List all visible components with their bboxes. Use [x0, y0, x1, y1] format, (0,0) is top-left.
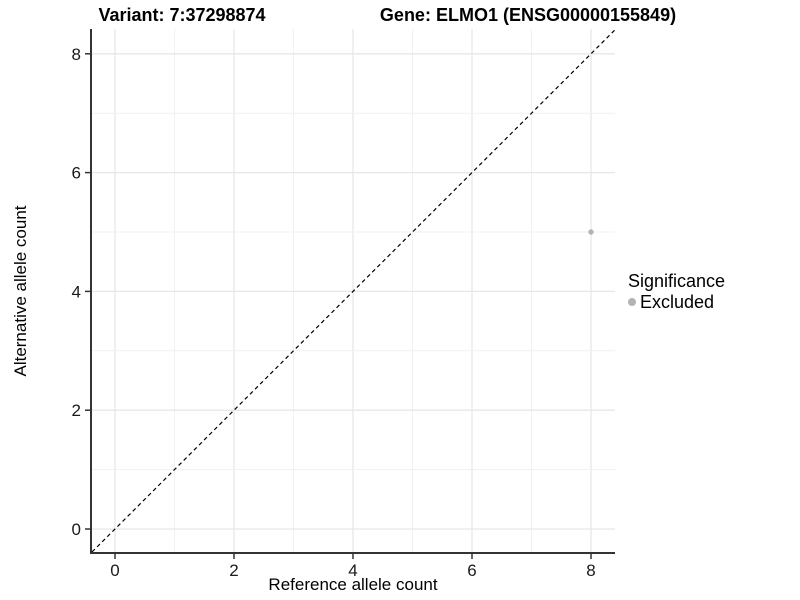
y-tick-label: 2: [72, 401, 81, 420]
y-tick-label: 8: [72, 45, 81, 64]
identity-dashed-line: [91, 29, 616, 553]
y-tick-label: 4: [72, 282, 81, 301]
x-tick-label: 2: [229, 561, 238, 580]
x-tick-label: 4: [348, 561, 357, 580]
data-point-excluded: [588, 229, 594, 235]
legend-item-excluded: Excluded: [628, 293, 725, 311]
x-tick-label: 6: [467, 561, 476, 580]
legend: Significance Excluded: [628, 272, 725, 311]
legend-title: Significance: [628, 271, 726, 291]
legend-item-label: Excluded: [640, 292, 715, 312]
x-axis-title: Reference allele count: [268, 575, 438, 594]
plot-title-variant: Variant: 7:37298874: [98, 5, 266, 25]
y-tick-label: 6: [72, 164, 81, 183]
y-tick-label: 0: [72, 520, 81, 539]
x-tick-label: 8: [586, 561, 595, 580]
x-tick-label: 0: [110, 561, 119, 580]
plot-title-gene: Gene: ELMO1 (ENSG00000155849): [379, 5, 677, 25]
excluded-point-icon: [628, 298, 636, 306]
